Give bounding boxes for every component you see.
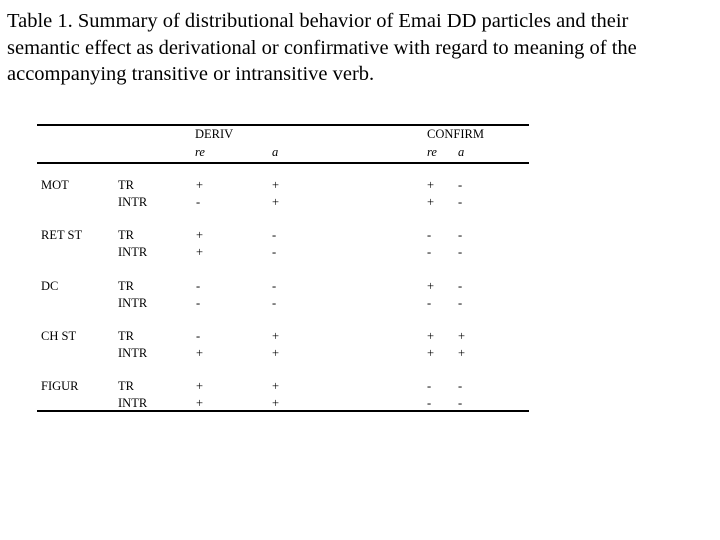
value-cell: + xyxy=(272,396,280,411)
verb-type: TR xyxy=(118,379,134,394)
value-cell: - xyxy=(458,278,463,293)
value-cell: + xyxy=(272,178,280,192)
sub-header: re xyxy=(427,145,437,159)
sub-header: a xyxy=(458,145,465,159)
value-cell: + xyxy=(272,328,280,343)
value-cell: + xyxy=(272,379,280,394)
value-cell: + xyxy=(196,228,204,243)
value-cell: - xyxy=(196,195,201,209)
value-cell: - xyxy=(427,379,432,394)
value-cell: - xyxy=(272,295,277,310)
value-cell: + xyxy=(272,195,280,209)
value-cell: + xyxy=(196,379,204,394)
value-cell: - xyxy=(427,245,432,260)
sub-header: a xyxy=(272,145,279,159)
verb-type: TR xyxy=(118,228,134,243)
value-cell: - xyxy=(458,379,463,394)
value-cell: - xyxy=(458,295,463,310)
value-cell: + xyxy=(272,345,280,360)
row-label: RET ST xyxy=(41,228,83,243)
value-cell: - xyxy=(196,328,201,343)
value-cell: + xyxy=(196,178,204,192)
value-cell: - xyxy=(272,278,277,293)
value-cell: + xyxy=(427,195,435,209)
verb-type: INTR xyxy=(118,195,148,209)
value-cell: + xyxy=(458,345,466,360)
value-cell: + xyxy=(196,245,204,260)
value-cell: - xyxy=(196,278,201,293)
row-label: DC xyxy=(41,278,59,293)
row-label: FIGUR xyxy=(41,379,79,394)
value-cell: - xyxy=(427,396,432,411)
verb-type: INTR xyxy=(118,295,148,310)
value-cell: - xyxy=(272,245,277,260)
value-cell: - xyxy=(427,295,432,310)
value-cell: + xyxy=(427,178,435,192)
value-cell: - xyxy=(427,228,432,243)
verb-type: INTR xyxy=(118,396,148,411)
verb-type: INTR xyxy=(118,345,148,360)
value-cell: + xyxy=(427,278,435,293)
verb-type: TR xyxy=(118,328,134,343)
value-cell: - xyxy=(272,228,277,243)
value-cell: + xyxy=(458,328,466,343)
group-header: CONFIRM xyxy=(427,127,484,141)
value-cell: - xyxy=(196,295,201,310)
top-rule xyxy=(37,124,529,126)
header-rule xyxy=(37,162,529,164)
value-cell: + xyxy=(427,328,435,343)
sub-header: re xyxy=(195,145,205,159)
row-label: CH ST xyxy=(41,328,77,343)
bottom-rule xyxy=(37,410,529,412)
value-cell: - xyxy=(458,195,463,209)
table-title: Table 1. Summary of distributional behav… xyxy=(7,10,637,85)
value-cell: - xyxy=(458,396,463,411)
group-header: DERIV xyxy=(195,127,234,141)
value-cell: + xyxy=(196,396,204,411)
value-cell: + xyxy=(427,345,435,360)
value-cell: - xyxy=(458,178,463,192)
value-cell: + xyxy=(196,345,204,360)
verb-type: INTR xyxy=(118,245,148,260)
value-cell: - xyxy=(458,245,463,260)
row-label: MOT xyxy=(41,178,69,192)
verb-type: TR xyxy=(118,278,134,293)
value-cell: - xyxy=(458,228,463,243)
verb-type: TR xyxy=(118,178,134,192)
